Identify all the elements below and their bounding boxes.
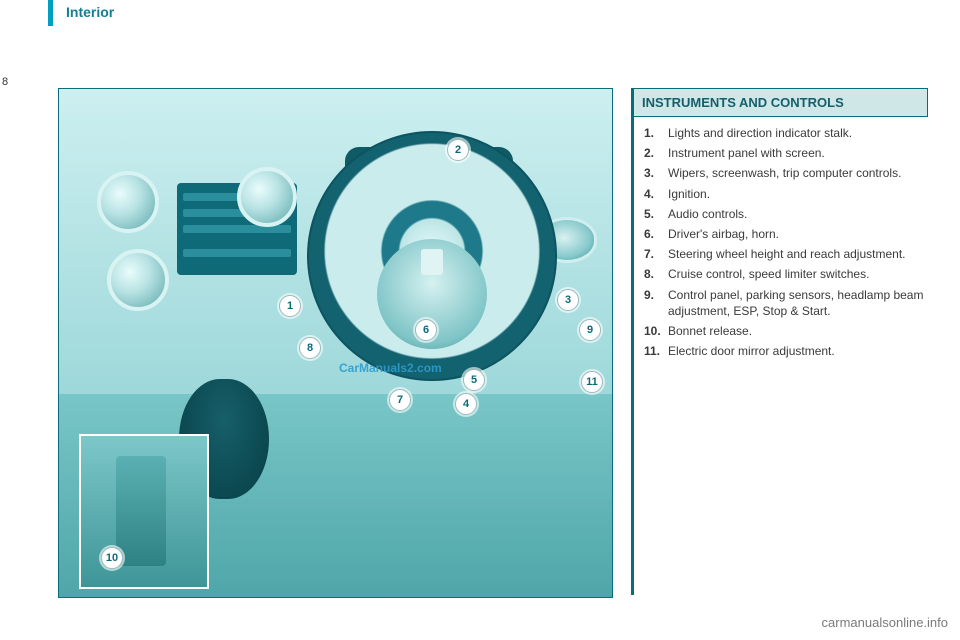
item-number: 3. [644, 165, 668, 181]
item-number: 4. [644, 186, 668, 202]
callout-10: 10 [101, 547, 123, 569]
list-item: 7.Steering wheel height and reach adjust… [644, 246, 928, 262]
list-item: 11.Electric door mirror adjustment. [644, 343, 928, 359]
list-item: 6.Driver's airbag, horn. [644, 226, 928, 242]
sidebar-title: INSTRUMENTS AND CONTROLS [631, 88, 928, 117]
item-text: Audio controls. [668, 206, 928, 222]
item-number: 1. [644, 125, 668, 141]
callout-1: 1 [279, 295, 301, 317]
callout-5: 5 [463, 369, 485, 391]
section-title: Interior [66, 4, 114, 20]
air-vent [97, 171, 159, 233]
page-number: 8 [2, 76, 8, 88]
air-vent [107, 249, 169, 311]
dashboard-figure: CarManuals2.com 1 2 3 4 5 6 7 8 9 11 10 [58, 88, 613, 598]
manual-page: Interior 8 CarManuals2.com 1 [0, 0, 960, 640]
list-item: 3.Wipers, screenwash, trip computer cont… [644, 165, 928, 181]
list-item: 9.Control panel, parking sensors, headla… [644, 287, 928, 319]
image-watermark: CarManuals2.com [339, 361, 442, 375]
item-text: Instrument panel with screen. [668, 145, 928, 161]
list-item: 4.Ignition. [644, 186, 928, 202]
item-text: Wipers, screenwash, trip computer contro… [668, 165, 928, 181]
item-number: 11. [644, 343, 668, 359]
air-vent [237, 167, 297, 227]
list-item: 1.Lights and direction indicator stalk. [644, 125, 928, 141]
item-text: Cruise control, speed limiter switches. [668, 266, 928, 282]
callout-9: 9 [579, 319, 601, 341]
callout-2: 2 [447, 139, 469, 161]
radio-row [183, 249, 291, 257]
sidebar-panel: INSTRUMENTS AND CONTROLS 1.Lights and di… [631, 88, 928, 598]
callout-8: 8 [299, 337, 321, 359]
item-number: 8. [644, 266, 668, 282]
callout-3: 3 [557, 289, 579, 311]
item-number: 9. [644, 287, 668, 319]
item-text: Control panel, parking sensors, headlamp… [668, 287, 928, 319]
bonnet-release-lever [116, 456, 166, 566]
item-text: Lights and direction indicator stalk. [668, 125, 928, 141]
item-number: 2. [644, 145, 668, 161]
callout-6: 6 [415, 319, 437, 341]
item-text: Bonnet release. [668, 323, 928, 339]
list-item: 8.Cruise control, speed limiter switches… [644, 266, 928, 282]
sidebar-body: 1.Lights and direction indicator stalk. … [631, 117, 928, 595]
list-item: 5.Audio controls. [644, 206, 928, 222]
callout-4: 4 [455, 393, 477, 415]
list-item: 2.Instrument panel with screen. [644, 145, 928, 161]
inset-detail-figure: 10 [79, 434, 209, 589]
item-number: 5. [644, 206, 668, 222]
content-row: CarManuals2.com 1 2 3 4 5 6 7 8 9 11 10 … [58, 88, 928, 598]
item-number: 7. [644, 246, 668, 262]
item-text: Steering wheel height and reach adjustme… [668, 246, 928, 262]
item-text: Driver's airbag, horn. [668, 226, 928, 242]
controls-list: 1.Lights and direction indicator stalk. … [644, 125, 928, 359]
footer-watermark: carmanualsonline.info [822, 615, 948, 630]
callout-11: 11 [581, 371, 603, 393]
item-number: 10. [644, 323, 668, 339]
brand-logo-icon [421, 249, 443, 275]
list-item: 10.Bonnet release. [644, 323, 928, 339]
radio-row [183, 225, 291, 233]
item-number: 6. [644, 226, 668, 242]
item-text: Ignition. [668, 186, 928, 202]
header-accent-rule [48, 0, 53, 26]
item-text: Electric door mirror adjustment. [668, 343, 928, 359]
callout-7: 7 [389, 389, 411, 411]
